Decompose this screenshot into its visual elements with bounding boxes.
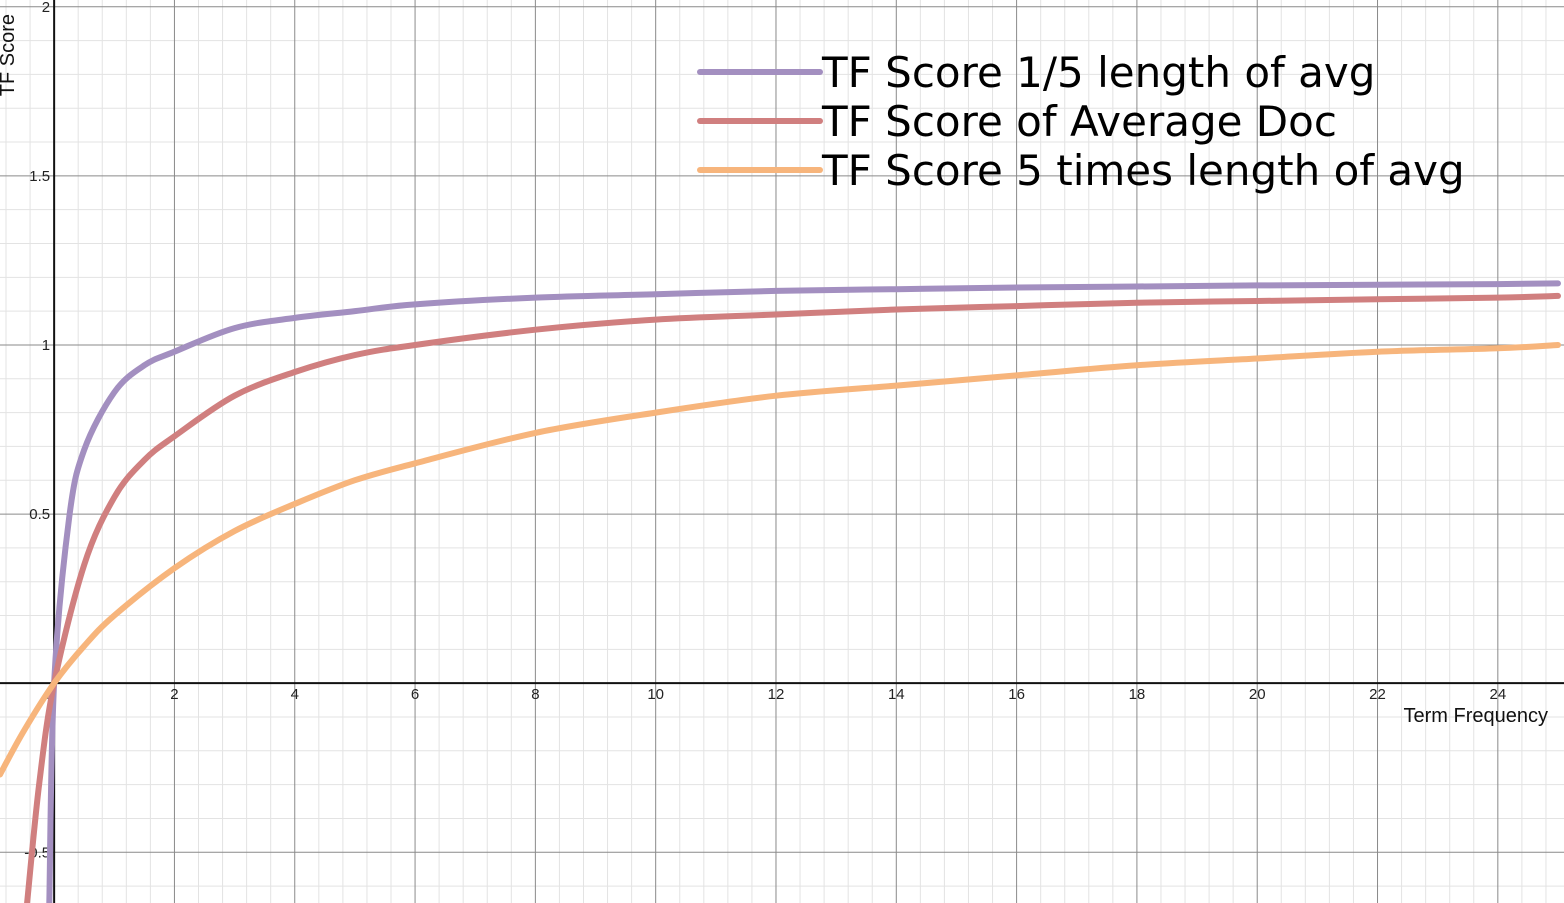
legend-label-1: TF Score 1/5 length of avg bbox=[821, 48, 1375, 97]
y-axis-title: TF Score bbox=[0, 14, 19, 96]
legend-label-3: TF Score 5 times length of avg bbox=[821, 146, 1465, 195]
y-tick-label: -0.5 bbox=[24, 844, 50, 861]
x-tick-label: 14 bbox=[888, 686, 905, 703]
y-tick-label: 0.5 bbox=[29, 506, 50, 523]
series-line-2 bbox=[24, 292, 1561, 903]
x-tick-label: 2 bbox=[170, 686, 178, 703]
x-axis-title: Term Frequency bbox=[1404, 705, 1549, 727]
y-tick-label: 1 bbox=[42, 337, 50, 354]
series-line-3 bbox=[0, 342, 1561, 778]
x-tick-label: 18 bbox=[1129, 686, 1146, 703]
y-tick-label: 2 bbox=[42, 0, 50, 16]
x-tick-label: 20 bbox=[1249, 686, 1266, 703]
x-tick-label: 10 bbox=[647, 686, 664, 703]
x-tick-label: 8 bbox=[531, 686, 539, 703]
x-tick-label: 6 bbox=[411, 686, 419, 703]
legend-label-2: TF Score of Average Doc bbox=[821, 97, 1337, 146]
x-tick-label: 4 bbox=[291, 686, 299, 703]
y-tick-label: 1.5 bbox=[29, 168, 50, 185]
x-tick-label: 22 bbox=[1369, 686, 1386, 703]
series-line-1 bbox=[46, 280, 1561, 903]
x-tick-label: 16 bbox=[1008, 686, 1025, 703]
x-tick-label: 12 bbox=[768, 686, 785, 703]
x-tick-label: 24 bbox=[1489, 686, 1506, 703]
series-lines bbox=[0, 280, 1561, 903]
